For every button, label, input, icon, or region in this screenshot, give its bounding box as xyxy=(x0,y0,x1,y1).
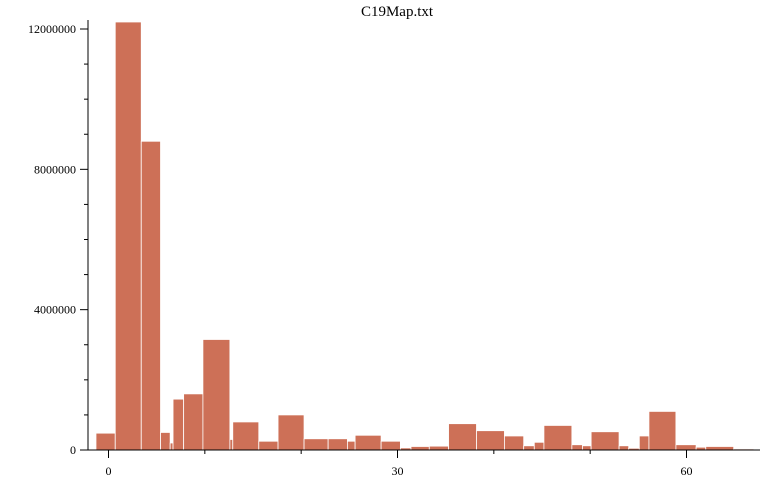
y-tick-label: 12000000 xyxy=(28,22,76,36)
bar-32 xyxy=(648,411,677,451)
bar-21 xyxy=(476,430,505,451)
bar-12 xyxy=(303,438,329,451)
bar-23 xyxy=(523,445,535,451)
y-tick-label: 4000000 xyxy=(34,303,76,317)
bar-33 xyxy=(675,444,697,451)
bar-5 xyxy=(172,398,185,451)
bar-3 xyxy=(160,432,171,451)
y-tick-label: 0 xyxy=(70,443,76,457)
bar-2 xyxy=(140,140,161,451)
bar-4 xyxy=(169,442,174,451)
bar-29 xyxy=(618,445,630,451)
x-tick-label: 60 xyxy=(681,464,693,478)
bar-27 xyxy=(582,445,592,451)
y-axis: 0 4000000 8000000 12000000 xyxy=(28,20,89,457)
bar-19 xyxy=(428,445,449,451)
bar-10 xyxy=(258,440,279,451)
bar-26 xyxy=(571,444,583,451)
bar-31 xyxy=(638,435,650,451)
bar-35 xyxy=(705,446,735,451)
chart-title: C19Map.txt xyxy=(361,4,434,20)
x-tick-label: 30 xyxy=(392,464,404,478)
bar-16 xyxy=(380,440,401,451)
bar-6 xyxy=(183,393,204,451)
bar-28 xyxy=(590,431,620,451)
bar-20 xyxy=(448,423,477,451)
bar-7 xyxy=(202,339,231,451)
bar-25 xyxy=(543,425,573,451)
bar-1 xyxy=(114,21,142,451)
bar-22 xyxy=(504,435,525,451)
bar-9 xyxy=(232,421,260,451)
bar-15 xyxy=(354,434,382,451)
bar-18 xyxy=(410,446,430,451)
bar-0 xyxy=(95,432,116,451)
bar-14 xyxy=(347,440,356,451)
x-tick-label: 0 xyxy=(106,464,112,478)
x-axis: 0 30 60 xyxy=(88,449,760,478)
bars-group xyxy=(95,21,755,451)
bar-8 xyxy=(229,439,234,451)
bar-24 xyxy=(533,441,545,451)
bar-11 xyxy=(277,414,305,451)
y-tick-label: 8000000 xyxy=(34,162,76,176)
bar-13 xyxy=(327,438,348,451)
